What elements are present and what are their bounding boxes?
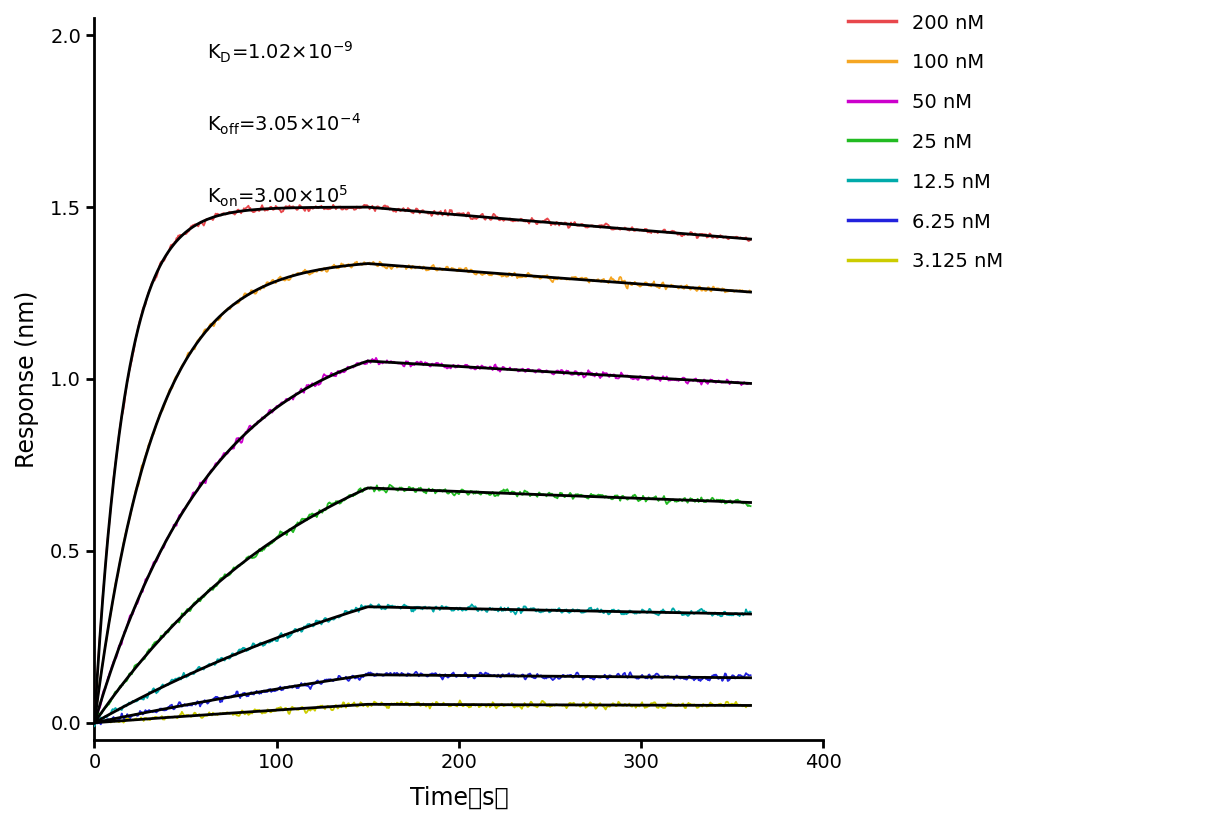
Legend: 200 nM, 100 nM, 50 nM, 25 nM, 12.5 nM, 6.25 nM, 3.125 nM: 200 nM, 100 nM, 50 nM, 25 nM, 12.5 nM, 6… <box>848 13 1003 271</box>
Text: K$_\mathrm{D}$=1.02×10$^{-9}$: K$_\mathrm{D}$=1.02×10$^{-9}$ <box>207 40 354 65</box>
X-axis label: Time（s）: Time（s） <box>409 786 509 810</box>
Y-axis label: Response (nm): Response (nm) <box>15 290 39 468</box>
Text: K$_\mathrm{on}$=3.00×10$^{5}$: K$_\mathrm{on}$=3.00×10$^{5}$ <box>207 184 349 210</box>
Text: K$_\mathrm{off}$=3.05×10$^{-4}$: K$_\mathrm{off}$=3.05×10$^{-4}$ <box>207 112 361 137</box>
